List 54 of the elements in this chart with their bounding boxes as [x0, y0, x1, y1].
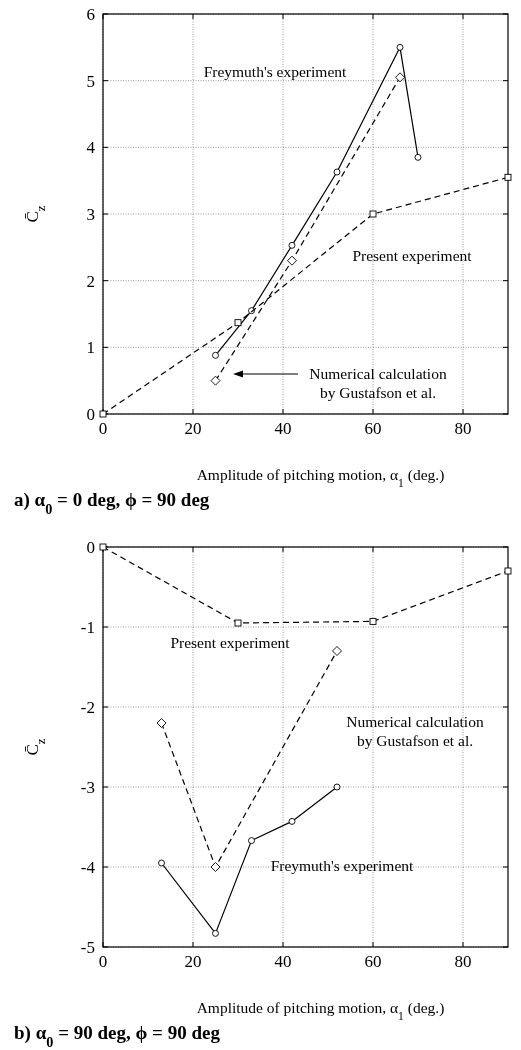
point — [158, 859, 165, 867]
text: a) α$_{0}$ = 0 deg, ϕ = 90 deg — [14, 489, 210, 517]
x-axis-title: Amplitude of pitching motion, α$_{1}$ (deg.) — [196, 999, 445, 1023]
x-tick-label: 20 — [184, 952, 202, 971]
y-tick-label: 3 — [86, 205, 95, 224]
series-label: Freymuth's experiment — [270, 857, 415, 874]
point — [212, 929, 219, 937]
point — [333, 783, 341, 791]
y-tick-label: -1 — [80, 618, 95, 637]
y-tick-label: 6 — [86, 5, 95, 24]
point — [332, 646, 342, 656]
y-tick-label: -4 — [80, 858, 96, 877]
x-tick-label: 60 — [364, 419, 382, 438]
y-tick-label: 2 — [86, 271, 95, 291]
text: Freymuth's experiment — [203, 63, 348, 80]
x-tick-label: 20 — [184, 419, 202, 438]
x-tick-label: 0 — [98, 952, 108, 971]
point — [212, 351, 219, 359]
x-tick-label: 40 — [274, 419, 292, 438]
y-tick-label: 0 — [86, 538, 95, 557]
text: b) α$_{0}$ = 90 deg, ϕ = 90 deg — [14, 1022, 221, 1050]
series-label: Present experiment — [170, 634, 291, 651]
x-axis-title: Amplitude of pitching motion, α$_{1}$ (deg.) — [196, 466, 445, 490]
text: Numerical calculation by Gustafson et al. — [346, 713, 484, 749]
point — [288, 817, 296, 825]
annotation: Numerical calculation by Gustafson et al. — [309, 365, 447, 401]
series-label: Present experiment — [352, 247, 473, 264]
point — [396, 43, 404, 51]
x-tick-label: 80 — [454, 952, 472, 971]
x-tick-label: 40 — [274, 952, 292, 971]
x-tick-label: 0 — [98, 419, 108, 438]
point — [210, 375, 221, 386]
point — [333, 168, 341, 176]
point — [369, 617, 377, 625]
x-tick-label: 80 — [454, 419, 472, 438]
y-tick-label: 0 — [86, 405, 95, 424]
point — [504, 173, 512, 181]
point — [287, 255, 297, 266]
point — [234, 319, 242, 327]
point — [395, 72, 405, 83]
y-tick-label: 1 — [86, 338, 95, 358]
point — [248, 837, 255, 845]
point — [234, 619, 242, 627]
point — [504, 567, 512, 575]
y-tick-label: -2 — [80, 698, 95, 717]
point — [414, 153, 422, 161]
y-tick-label: -5 — [80, 938, 95, 957]
y-tick-label: 4 — [86, 138, 96, 158]
x-tick-label: 60 — [364, 952, 382, 971]
point — [210, 862, 221, 872]
y-tick-label: -3 — [80, 778, 95, 797]
point — [288, 241, 296, 249]
y-tick-label: 5 — [86, 71, 95, 91]
point — [369, 210, 377, 218]
